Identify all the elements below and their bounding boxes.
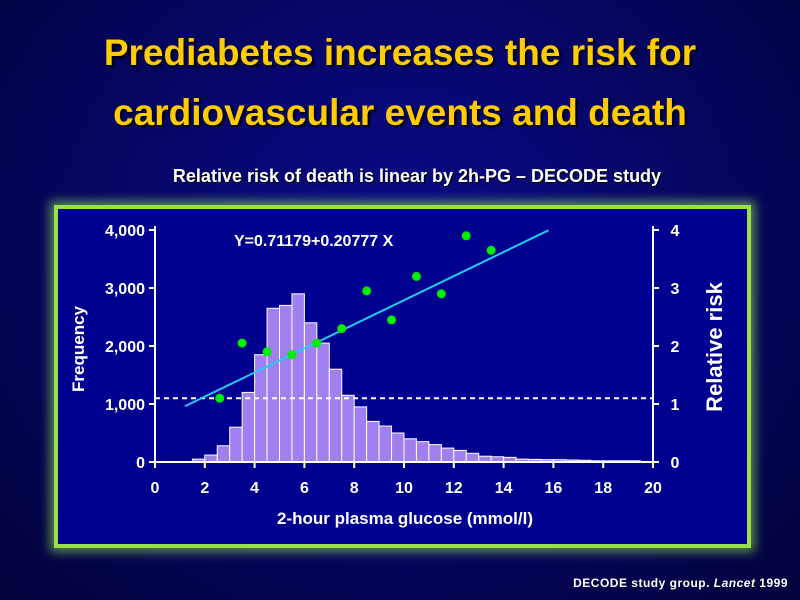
y-tick-label-left: 0 [136,455,145,472]
histogram-bar [440,447,455,463]
histogram-bar [266,307,280,463]
y-tick-label-left: 4,000 [105,223,145,240]
regression-line-group [184,229,549,408]
x-tick-label: 10 [395,480,413,497]
x-tick-label: 18 [594,480,612,497]
risk-point [461,231,471,241]
chart-panel [54,205,751,548]
histogram-bar [216,445,231,463]
risk-point [411,271,421,281]
y-tick-label-right: 1 [671,397,680,414]
histogram-bar [229,426,243,463]
histogram-bar [204,454,218,463]
risk-point [362,286,372,296]
y-tick-label-left: 2,000 [105,339,145,356]
risk-point [337,324,347,334]
histogram-bar [341,394,355,463]
y-tick-label-left: 3,000 [105,281,145,298]
slide-title-line2: cardiovascular events and death [113,92,687,133]
slide-title-line1: Prediabetes increases the risk for [103,32,697,73]
risk-points [215,231,496,403]
histogram-bar [241,391,256,463]
risk-point [215,393,225,403]
citation-year: 1999 [755,576,788,590]
histogram-bar [366,420,380,463]
y-axis-label-right: Relative risk [702,281,727,411]
x-tick-label: 6 [300,480,309,497]
y-tick-label-right: 3 [671,281,680,298]
histogram-bar [378,425,393,463]
histogram-bar [415,441,430,463]
x-tick-label: 2 [200,480,209,497]
x-axis-label: 2-hour plasma glucose (mmol/l) [277,509,533,528]
x-tick-label: 14 [495,480,513,497]
risk-point [262,347,272,357]
citation-text: DECODE study group. [573,576,714,590]
histogram-bar [291,293,305,463]
regression-equation: Y=0.71179+0.20777 X [234,233,394,250]
axes: 0 2 4 6 8 10 12 14 16 18 2001,0002,0003,0004,00001… [105,223,680,497]
y-axis-label-left: Frequency [69,305,88,392]
histogram-bar [453,449,467,463]
x-tick-label: 0 [151,480,160,497]
y-tick-label-left: 1,000 [105,397,145,414]
x-tick-label: 20 [644,480,662,497]
histogram-bar [353,406,368,463]
x-tick-label: 12 [445,480,463,497]
slide-subtitle: Relative risk of death is linear by 2h-P… [172,166,662,186]
x-tick-label: 16 [545,480,563,497]
risk-point [312,338,322,348]
risk-point [486,245,496,255]
x-tick-label: 8 [350,480,359,497]
histogram-bar [391,432,405,463]
histogram-bars [191,293,642,463]
y-tick-label-right: 4 [671,223,680,240]
risk-point [387,315,397,325]
histogram-bar [279,304,293,463]
y-tick-label-right: 2 [671,339,680,356]
histogram-bar [403,438,417,463]
histogram-bar [316,342,330,463]
risk-point [237,338,247,348]
histogram-bar [428,444,442,463]
histogram-bar [465,452,480,463]
risk-point [436,289,446,299]
citation-journal: Lancet [713,576,756,590]
risk-point [287,350,297,360]
citation: DECODE study group. Lancet 1999 [573,576,788,590]
regression-line [184,229,549,408]
x-tick-label: 4 [250,480,259,497]
histogram-bar [328,368,343,463]
y-tick-label-right: 0 [671,455,680,472]
